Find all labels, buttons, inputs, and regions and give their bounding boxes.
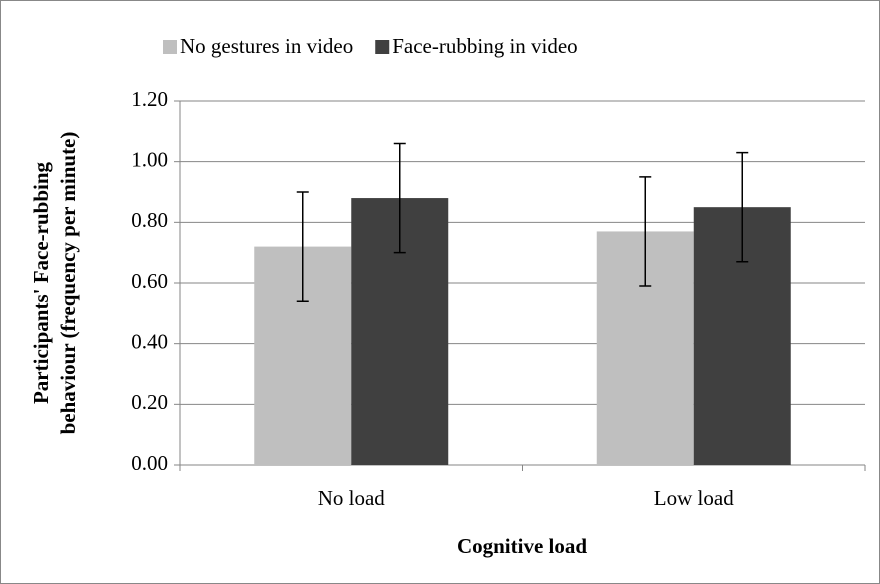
y-tick-label: 0.80 <box>131 208 168 232</box>
error-bar <box>393 142 406 254</box>
y-tick-label: 0.60 <box>131 269 168 293</box>
x-tick-label: Low load <box>654 486 734 510</box>
y-tick-label: 0.20 <box>131 390 168 414</box>
y-tick-label: 0.00 <box>131 451 168 475</box>
error-bar <box>639 176 652 287</box>
y-axis-title: Participants' Face-rubbing <box>29 161 53 404</box>
legend-swatch <box>375 40 390 54</box>
legend-label: Face-rubbing in video <box>392 34 577 58</box>
y-tick-label: 0.40 <box>131 329 168 353</box>
x-axis-title: Cognitive load <box>457 534 587 558</box>
legend-swatch <box>163 40 177 54</box>
error-bar <box>736 151 749 263</box>
y-tick-label: 1.20 <box>131 87 168 111</box>
y-tick-label: 1.00 <box>131 147 168 171</box>
y-axis-title: behaviour (frequency per minute) <box>56 132 80 435</box>
x-tick-label: No load <box>318 486 386 510</box>
error-bar <box>296 191 309 302</box>
legend-label: No gestures in video <box>180 34 353 58</box>
